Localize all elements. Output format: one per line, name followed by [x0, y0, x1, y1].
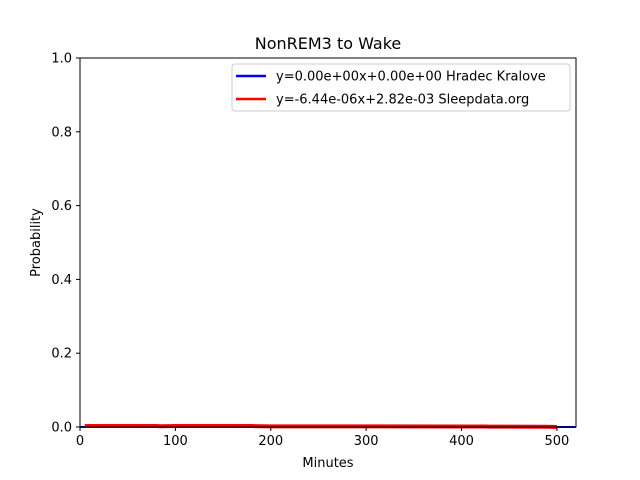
legend-box: [231, 63, 571, 112]
y-tick-label: 0.0: [51, 421, 72, 436]
legend: y=0.00e+00x+0.00e+00 Hradec Kralove y=-6.…: [231, 63, 571, 112]
x-tick-label: 500: [545, 434, 570, 449]
y-tick-label: 0.8: [51, 125, 72, 140]
chart-title: NonREM3 to Wake: [255, 34, 401, 53]
y-tick-label: 0.6: [51, 199, 72, 214]
y-axis-label: Probability: [29, 208, 44, 277]
x-axis-label: Minutes: [302, 456, 353, 471]
x-tick-label: 0: [76, 434, 84, 449]
x-tick-label: 100: [163, 434, 188, 449]
x-tick-label: 300: [354, 434, 379, 449]
y-tick-label: 1.0: [51, 52, 72, 67]
plot-area: [80, 58, 576, 427]
plot-frame: [79, 57, 577, 428]
legend-label-1: y=0.00e+00x+0.00e+00 Hradec Kralove: [276, 70, 546, 85]
x-axis-ticks: 0 100 200 300 400 500: [76, 427, 569, 449]
x-tick-label: 400: [449, 434, 474, 449]
y-tick-label: 0.4: [51, 273, 72, 288]
y-axis-ticks: 0.0 0.2 0.4 0.6 0.8 1.0: [51, 52, 80, 436]
x-tick-label: 200: [258, 434, 283, 449]
legend-label-2: y=-6.44e-06x+2.82e-03 Sleepdata.org: [276, 93, 529, 108]
y-tick-label: 0.2: [51, 347, 72, 362]
